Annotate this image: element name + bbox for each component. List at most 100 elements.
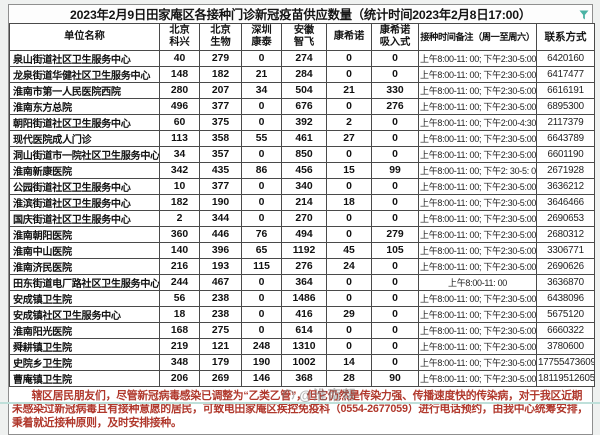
cell-schedule: 上午8:00-11: 00; 下午2:30-5:00 <box>418 354 537 371</box>
column-header-2: 北京 生物 <box>199 23 242 51</box>
cell-anhui-zhifei: 274 <box>281 50 327 67</box>
table-row: 淮滨街道社区卫生服务中心 182 190 0 214 18 0 上午8:00-11: 00; … <box>9 194 595 211</box>
cell-cansino-inhaled: 0 <box>371 274 419 291</box>
cell-anhui-zhifei: 270 <box>281 210 327 227</box>
cell-beijing-kexing: 56 <box>159 290 200 307</box>
table-row: 史院乡卫生院 348 179 190 1002 14 0 上午8:00-11: 00; 下午2… <box>9 354 595 371</box>
cell-beijing-kexing: 140 <box>159 242 200 259</box>
cell-schedule: 上午8:00-11: 00; 下午2:30-5:00 <box>418 322 537 339</box>
cell-unit-name: 淮南朝阳医院 <box>9 226 160 243</box>
cell-shenzhen-kangtai: 0 <box>241 274 282 291</box>
cell-schedule: 上午8:00-11: 00; 下午2:30-5:00 <box>418 178 537 195</box>
cell-beijing-kexing: 182 <box>159 194 200 211</box>
cell-cansino: 45 <box>326 242 372 259</box>
cell-beijing-kexing: 216 <box>159 258 200 275</box>
cell-shenzhen-kangtai: 0 <box>241 146 282 163</box>
cell-cansino: 0 <box>326 274 372 291</box>
cell-beijing-kexing: 360 <box>159 226 200 243</box>
cell-cansino-inhaled: 279 <box>371 226 419 243</box>
cell-beijing-shengwu: 357 <box>199 146 242 163</box>
cell-contact: 17755473609 <box>536 354 595 371</box>
cell-cansino: 0 <box>326 66 372 83</box>
page-title: 2023年2月9日田家庵区各接种门诊新冠疫苗供应数量（统计时间2023年2月8日… <box>70 8 531 22</box>
table-row: 舜耕镇卫生院 219 121 248 1310 0 0 上午8:00-11: 00; 下午2:… <box>9 338 595 355</box>
cell-shenzhen-kangtai: 0 <box>241 50 282 67</box>
cell-unit-name: 淮南市第一人民医院西院 <box>9 82 160 99</box>
cell-cansino: 15 <box>326 162 372 179</box>
cell-unit-name: 淮南济民医院 <box>9 258 160 275</box>
cell-beijing-kexing: 40 <box>159 50 200 67</box>
cell-shenzhen-kangtai: 34 <box>241 82 282 99</box>
cell-unit-name: 淮南中山医院 <box>9 242 160 259</box>
cell-anhui-zhifei: 456 <box>281 162 327 179</box>
table-row: 国庆街道社区卫生服务中心 2 344 0 270 0 0 上午8:00-11: 00; 下午2… <box>9 210 595 227</box>
table-row: 洞山街道市一院社区卫生服务中心 34 357 0 850 0 0 上午8:00-11: 00;… <box>9 146 595 163</box>
cell-schedule: 上午8:00-11: 00; 下午2:00-4:30 <box>418 114 537 131</box>
cell-beijing-shengwu: 344 <box>199 210 242 227</box>
cell-unit-name: 淮南新康医院 <box>9 162 160 179</box>
cell-unit-name: 淮滨街道社区卫生服务中心 <box>9 194 160 211</box>
cell-cansino: 0 <box>326 50 372 67</box>
column-header-5: 康希诺 <box>326 23 372 51</box>
cell-beijing-shengwu: 275 <box>199 322 242 339</box>
cell-beijing-kexing: 34 <box>159 146 200 163</box>
cell-schedule: 上午8:00-11: 00; 下午2:30-5:00 <box>418 82 537 99</box>
cell-contact: 18119512605 <box>536 370 595 387</box>
table-row: 朝阳街道社区卫生服务中心 60 375 0 392 2 0 上午8:00-11: 00; 下午… <box>9 114 595 131</box>
cell-anhui-zhifei: 364 <box>281 274 327 291</box>
vaccine-supply-table: 单位名称 北京 科兴 北京 生物 深圳 康泰 安徽 智飞 康希诺 康希诺 吸入式 接种时间备注（周一至周… <box>9 23 595 387</box>
table-row: 安成镇社区卫生服务中心 18 238 0 416 29 0 上午8:00-11: 00; 下午… <box>9 306 595 323</box>
cell-unit-name: 公园街道社区卫生服务中心 <box>9 178 160 195</box>
cell-anhui-zhifei: 340 <box>281 178 327 195</box>
table-row: 现代医院成人门诊 113 358 55 461 27 0 上午8:00-11: 00; 下午2… <box>9 130 595 147</box>
cell-anhui-zhifei: 504 <box>281 82 327 99</box>
cell-anhui-zhifei: 392 <box>281 114 327 131</box>
cell-unit-name: 现代医院成人门诊 <box>9 130 160 147</box>
cell-schedule: 上午8:00-11: 00; 下午2:30-5:00 <box>418 194 537 211</box>
cell-contact: 3636870 <box>536 274 595 291</box>
cell-unit-name: 史院乡卫生院 <box>9 354 160 371</box>
cell-shenzhen-kangtai: 0 <box>241 114 282 131</box>
cell-contact: 2671928 <box>536 162 595 179</box>
cell-contact: 2690653 <box>536 210 595 227</box>
cell-shenzhen-kangtai: 0 <box>241 306 282 323</box>
column-header-7: 接种时间备注（周一至周六） <box>418 23 537 51</box>
cell-beijing-kexing: 18 <box>159 306 200 323</box>
cell-beijing-shengwu: 358 <box>199 130 242 147</box>
cell-shenzhen-kangtai: 86 <box>241 162 282 179</box>
cell-beijing-shengwu: 377 <box>199 178 242 195</box>
cell-contact: 6601190 <box>536 146 595 163</box>
cell-shenzhen-kangtai: 65 <box>241 242 282 259</box>
cell-shenzhen-kangtai: 146 <box>241 370 282 387</box>
cell-shenzhen-kangtai: 76 <box>241 226 282 243</box>
cell-shenzhen-kangtai: 0 <box>241 290 282 307</box>
cell-schedule: 上午8:00-11: 00; 下午2:30-5:00 <box>418 130 537 147</box>
cell-schedule: 上午8:00-11: 00; 下午2:30-5:00 <box>418 226 537 243</box>
cell-beijing-kexing: 342 <box>159 162 200 179</box>
column-header-0: 单位名称 <box>9 23 160 51</box>
cell-unit-name: 国庆街道社区卫生服务中心 <box>9 210 160 227</box>
cell-schedule: 上午8:00-11: 00 <box>418 274 537 291</box>
table-row: 龙泉街道华健社区卫生服务中心 148 182 21 284 0 0 上午8:00-11: 00… <box>9 66 595 83</box>
cell-cansino-inhaled: 0 <box>371 338 419 355</box>
cell-cansino: 0 <box>326 290 372 307</box>
cell-schedule: 上午8:00-11: 00; 下午2:30-5:00 <box>418 290 537 307</box>
column-header-8: 联系方式 <box>536 23 595 51</box>
table-row: 淮南济民医院 216 193 115 276 24 0 上午8:00-11: 00; 下午2:… <box>9 258 595 275</box>
cell-beijing-kexing: 219 <box>159 338 200 355</box>
filter-icon[interactable] <box>578 9 589 20</box>
column-header-3: 深圳 康泰 <box>241 23 282 51</box>
cell-cansino-inhaled: 0 <box>371 114 419 131</box>
table-row: 曹庵镇卫生院 206 269 146 368 28 90 上午8:00-11: 00; 下午2… <box>9 370 595 387</box>
table-row: 淮南东方总院 496 377 0 676 0 276 上午8:00-11: 00; 下午2:3… <box>9 98 595 115</box>
cell-contact: 5675120 <box>536 306 595 323</box>
cell-beijing-shengwu: 435 <box>199 162 242 179</box>
cell-cansino-inhaled: 0 <box>371 258 419 275</box>
cell-shenzhen-kangtai: 0 <box>241 322 282 339</box>
cell-anhui-zhifei: 614 <box>281 322 327 339</box>
cell-contact: 6660322 <box>536 322 595 339</box>
cell-beijing-kexing: 2 <box>159 210 200 227</box>
cell-beijing-kexing: 10 <box>159 178 200 195</box>
cell-anhui-zhifei: 416 <box>281 306 327 323</box>
sheet-title-bar: 2023年2月9日田家庵区各接种门诊新冠疫苗供应数量（统计时间2023年2月8日… <box>9 5 592 23</box>
